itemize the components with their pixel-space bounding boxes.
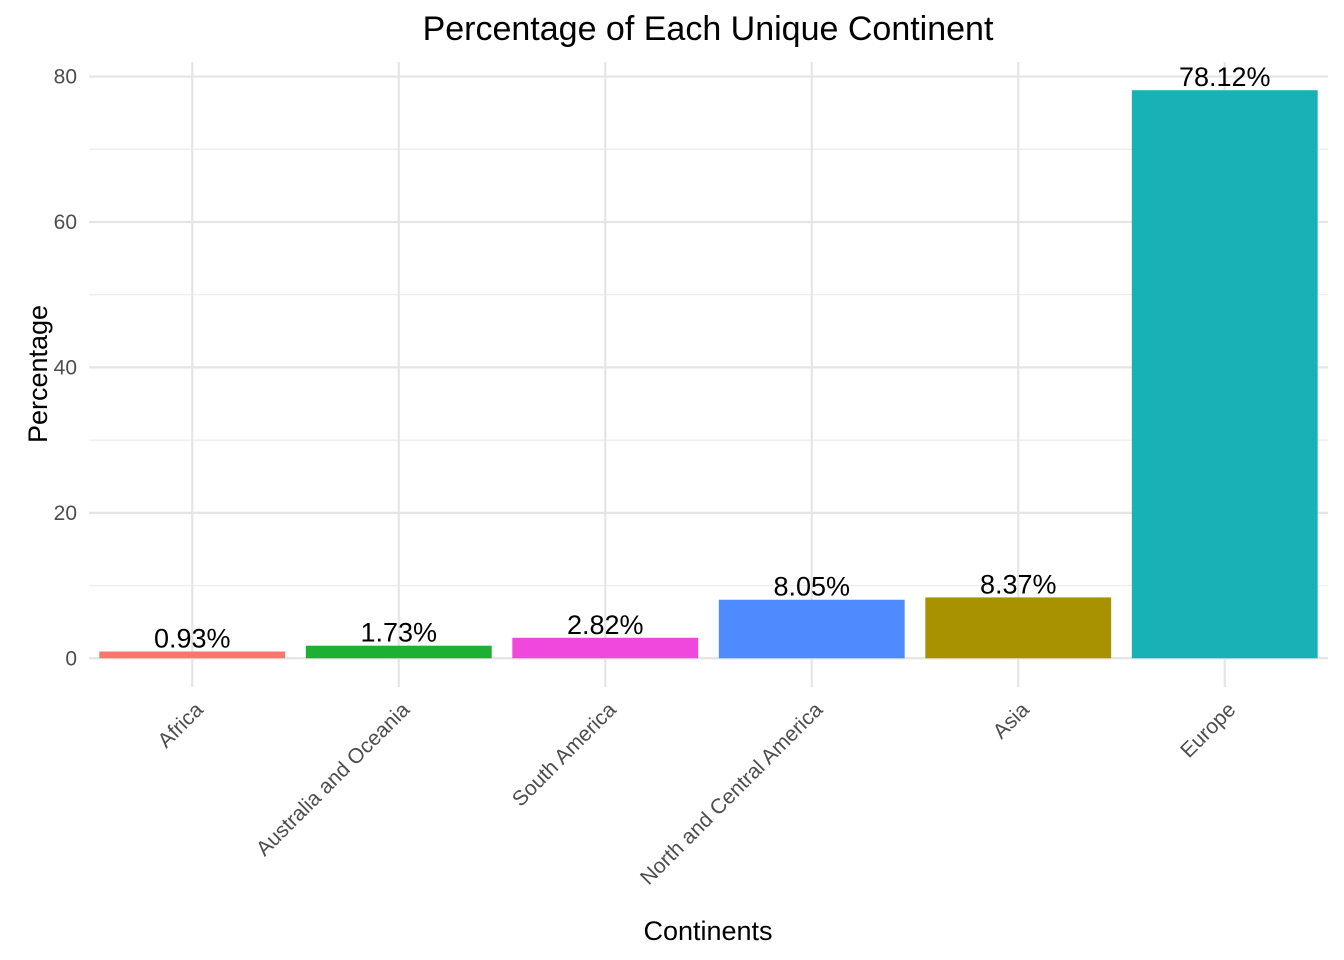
bar-value-labels: 0.93% 1.73% 2.82% 8.05% 8.37% 78.12%	[154, 62, 1271, 653]
bar	[1131, 90, 1318, 659]
y-tick-label: 20	[54, 502, 77, 525]
y-axis-ticks: 0 20 40 60 80	[54, 66, 77, 671]
chart-title: Percentage of Each Unique Continent	[423, 10, 994, 48]
bar-value-label: 1.73%	[360, 618, 437, 648]
y-axis-title: Percentage	[23, 305, 53, 443]
bar-value-label: 0.93%	[154, 624, 231, 654]
x-tick-label: Europe	[1176, 698, 1240, 762]
y-tick-label: 40	[54, 356, 77, 379]
y-tick-label: 60	[54, 211, 77, 234]
x-tick-label: Africa	[154, 698, 208, 752]
bar	[925, 597, 1112, 659]
bar	[99, 651, 286, 659]
x-tick-label: Asia	[989, 698, 1034, 743]
x-tick-label: South America	[508, 698, 621, 811]
bars	[99, 90, 1318, 659]
x-tick-label: Australia and Oceania	[252, 698, 415, 861]
x-axis-title: Continents	[643, 916, 772, 946]
x-tick-label: North and Central America	[636, 698, 827, 889]
bar	[305, 645, 492, 659]
y-tick-label: 80	[54, 66, 77, 89]
bar-value-label: 78.12%	[1179, 62, 1271, 92]
bar-value-label: 8.05%	[773, 572, 850, 602]
y-tick-label: 0	[65, 647, 77, 670]
grid	[89, 62, 1328, 667]
bar	[718, 599, 905, 659]
bar	[512, 637, 699, 659]
bar-value-label: 8.37%	[980, 569, 1057, 599]
bar-value-label: 2.82%	[567, 610, 644, 640]
x-axis-ticks: Africa Australia and Oceania South America…	[154, 667, 1240, 890]
